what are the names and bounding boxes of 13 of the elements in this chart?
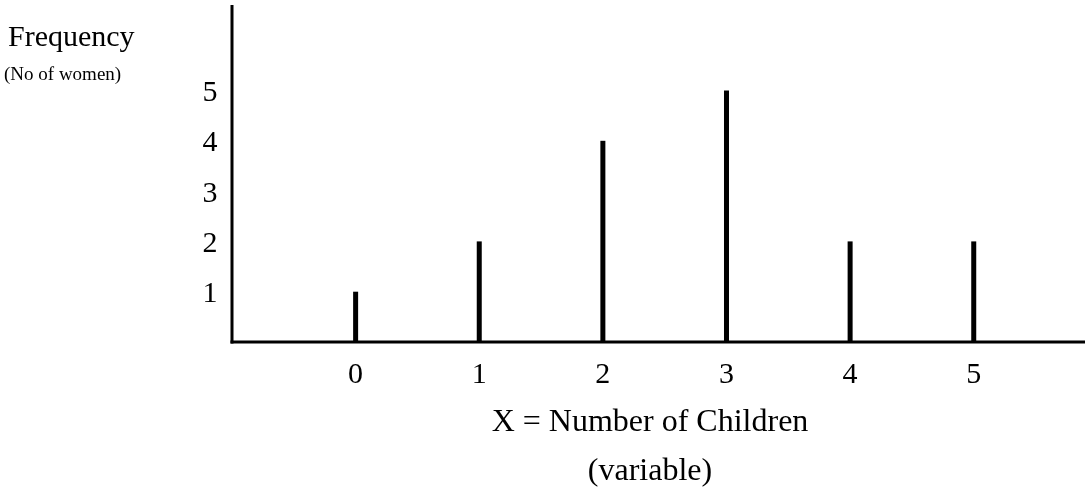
x-tick-label: 3 bbox=[718, 355, 734, 389]
y-tick-label: 2 bbox=[202, 224, 218, 258]
y-tick-label: 5 bbox=[202, 74, 218, 108]
x-tick-label: 2 bbox=[595, 355, 611, 389]
x-tick-label: 5 bbox=[966, 355, 982, 389]
x-tick-label: 4 bbox=[842, 355, 858, 389]
y-tick-label: 3 bbox=[202, 174, 218, 208]
x-axis-title: X = Number of Children (variable) bbox=[491, 402, 809, 487]
y-axis-title: Frequency (No of women) bbox=[4, 19, 135, 85]
x-tick-label: 0 bbox=[348, 355, 364, 389]
x-tick-label: 1 bbox=[471, 355, 487, 389]
y-tick-label: 4 bbox=[202, 124, 218, 158]
y-tick-label: 1 bbox=[202, 275, 218, 309]
